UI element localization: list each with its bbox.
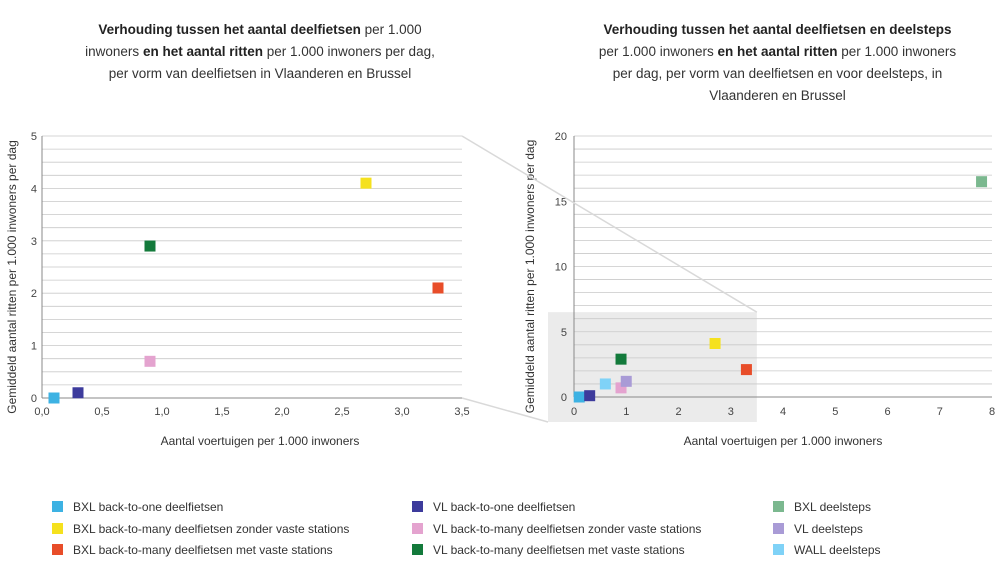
legend-item-vl-back-to-many-deelfietsen-zonder-vaste-stations: VL back-to-many deelfietsen zonder vaste… bbox=[412, 520, 701, 538]
legend-swatch bbox=[52, 544, 63, 555]
legend-item-bxl-back-to-one-deelfietsen: BXL back-to-one deelfietsen bbox=[52, 498, 223, 516]
left-title-bold-1: Verhouding tussen het aantal deelfietsen bbox=[98, 22, 361, 37]
left-x-tick-label: 3,0 bbox=[394, 406, 409, 418]
point-bxl-back-to-one-deelfietsen bbox=[573, 391, 585, 403]
left-y-tick-label: 1 bbox=[31, 341, 37, 353]
point-vl-deelsteps bbox=[620, 375, 632, 387]
right-x-axis-title: Aantal voertuigen per 1.000 inwoners bbox=[684, 434, 883, 448]
right-y-axis-title: Gemiddeld aantal ritten per 1.000 inwone… bbox=[523, 140, 537, 414]
legend-swatch bbox=[52, 501, 63, 512]
point-wall-deelsteps bbox=[599, 378, 611, 390]
legend-label: BXL back-to-many deelfietsen zonder vast… bbox=[73, 521, 350, 536]
legend-swatch bbox=[52, 522, 63, 534]
right-title-bold-2: en het aantal ritten bbox=[717, 44, 838, 59]
right-title-text-2a: per 1.000 inwoners bbox=[598, 44, 718, 59]
point-bxl-deelsteps bbox=[976, 176, 988, 188]
right-x-tick-label: 6 bbox=[884, 406, 890, 418]
legend-swatch bbox=[773, 522, 784, 534]
point-bxl-back-to-many-deelfietsen-met-vaste-stations bbox=[432, 282, 444, 294]
point-bxl-back-to-many-deelfietsen-zonder-vaste-stations bbox=[709, 337, 721, 349]
right-x-tick-label: 3 bbox=[728, 406, 734, 418]
left-x-tick-label: 1,0 bbox=[154, 406, 169, 418]
legend-label: BXL deelsteps bbox=[794, 500, 871, 514]
right-x-tick-label: 5 bbox=[832, 406, 838, 418]
left-y-tick-label: 0 bbox=[31, 393, 37, 405]
left-title-text-2a: inwoners bbox=[85, 44, 143, 59]
right-y-tick-label: 5 bbox=[561, 327, 567, 339]
scatter-charts: 0 1 2 3 4 5 0,0 0,5 1,0 1,5 2,0 2,5 3,0 3,5 Aantal voe… bbox=[5, 131, 995, 448]
left-x-tick-label: 2,0 bbox=[274, 406, 289, 418]
left-y-tick-label: 3 bbox=[31, 236, 37, 248]
point-vl-back-to-many-deelfietsen-zonder-vaste-stations bbox=[615, 382, 627, 394]
zoom-connector-top bbox=[461, 135, 758, 313]
legend-item-wall-deelsteps: WALL deelsteps bbox=[773, 541, 881, 559]
point-bxl-back-to-many-deelfietsen-zonder-vaste-stations bbox=[360, 177, 372, 189]
left-x-axis-title: Aantal voertuigen per 1.000 inwoners bbox=[161, 434, 360, 448]
zoom-connector-bottom bbox=[461, 397, 549, 423]
right-y-tick-label: 15 bbox=[555, 196, 567, 208]
legend-label: BXL back-to-one deelfietsen bbox=[73, 500, 224, 514]
point-bxl-back-to-one-deelfietsen bbox=[48, 392, 60, 404]
legend-item-vl-back-to-one-deelfietsen: VL back-to-one deelfietsen bbox=[412, 498, 575, 516]
legend-item-vl-back-to-many-deelfietsen-met-vaste-stations: VL back-to-many deelfietsen met vaste st… bbox=[412, 541, 685, 559]
left-y-tick-label: 5 bbox=[31, 131, 37, 143]
left-title-bold-2: en het aantal ritten bbox=[142, 44, 263, 59]
right-title-bold-1: Verhouding tussen het aantal deelfietsen… bbox=[603, 22, 952, 37]
left-x-tick-label: 3,5 bbox=[454, 406, 469, 418]
legend-swatch bbox=[412, 544, 423, 555]
right-y-tick-label: 0 bbox=[561, 392, 567, 404]
right-x-tick-label: 1 bbox=[623, 406, 629, 418]
right-x-tick-label: 8 bbox=[989, 406, 995, 418]
point-vl-back-to-many-deelfietsen-met-vaste-stations bbox=[615, 353, 627, 365]
legend-swatch bbox=[773, 501, 784, 512]
right-title-text-3: per dag, per vorm van deelfietsen en voo… bbox=[612, 66, 943, 81]
point-bxl-back-to-many-deelfietsen-met-vaste-stations bbox=[740, 364, 752, 376]
point-vl-back-to-many-deelfietsen-met-vaste-stations bbox=[144, 240, 156, 252]
point-vl-back-to-one-deelfietsen bbox=[72, 387, 84, 399]
legend-item-vl-deelsteps: VL deelsteps bbox=[773, 520, 863, 538]
left-x-tick-label: 0,0 bbox=[34, 406, 49, 418]
legend-item-bxl-back-to-many-deelfietsen-zonder-vaste-stations: BXL back-to-many deelfietsen zonder vast… bbox=[52, 520, 349, 538]
zoom-highlight-region bbox=[548, 312, 757, 422]
left-y-axis-title: Gemiddeld aantal ritten per 1.000 inwone… bbox=[5, 140, 19, 414]
right-title-text-2c: per 1.000 inwoners bbox=[837, 44, 957, 59]
legend-label: VL deelsteps bbox=[794, 521, 863, 536]
legend-item-bxl-deelsteps: BXL deelsteps bbox=[773, 498, 871, 516]
left-x-tick-label: 0,5 bbox=[94, 406, 109, 418]
left-x-tick-label: 1,5 bbox=[214, 406, 229, 418]
right-y-tick-label: 20 bbox=[555, 131, 567, 143]
left-y-tick-label: 2 bbox=[31, 288, 37, 300]
right-x-tick-label: 7 bbox=[937, 406, 943, 418]
legend-swatch bbox=[773, 544, 784, 555]
legend-label: VL back-to-many deelfietsen zonder vaste… bbox=[433, 521, 702, 536]
right-x-tick-label: 2 bbox=[675, 406, 681, 418]
left-x-tick-label: 2,5 bbox=[334, 406, 349, 418]
point-vl-back-to-one-deelfietsen bbox=[584, 390, 596, 402]
left-title-text-1: per 1.000 bbox=[360, 22, 422, 37]
legend-label: VL back-to-many deelfietsen met vaste st… bbox=[433, 543, 685, 557]
right-chart-title: Verhouding tussen het aantal deelfietsen… bbox=[555, 19, 1000, 107]
legend-label: WALL deelsteps bbox=[794, 543, 881, 557]
right-x-tick-label: 4 bbox=[780, 406, 786, 418]
legend-label: BXL back-to-many deelfietsen met vaste s… bbox=[73, 543, 333, 557]
legend-item-bxl-back-to-many-deelfietsen-met-vaste-stations: BXL back-to-many deelfietsen met vaste s… bbox=[52, 541, 333, 559]
legend-swatch bbox=[412, 522, 423, 534]
left-y-tick-label: 4 bbox=[31, 183, 37, 195]
left-title-text-3: per vorm van deelfietsen in Vlaanderen e… bbox=[108, 66, 412, 81]
right-y-tick-label: 10 bbox=[555, 262, 567, 274]
legend-label: VL back-to-one deelfietsen bbox=[433, 500, 576, 514]
right-x-tick-label: 0 bbox=[571, 406, 577, 418]
left-chart-title: Verhouding tussen het aantal deelfietsen… bbox=[40, 19, 480, 85]
legend-swatch bbox=[412, 501, 423, 512]
point-vl-back-to-many-deelfietsen-zonder-vaste-stations bbox=[144, 355, 156, 367]
right-title-text-4: Vlaanderen en Brussel bbox=[709, 88, 846, 103]
left-title-text-2c: per 1.000 inwoners per dag, bbox=[262, 44, 435, 59]
legend: BXL back-to-one deelfietsen BXL back-to-m… bbox=[0, 496, 1000, 562]
